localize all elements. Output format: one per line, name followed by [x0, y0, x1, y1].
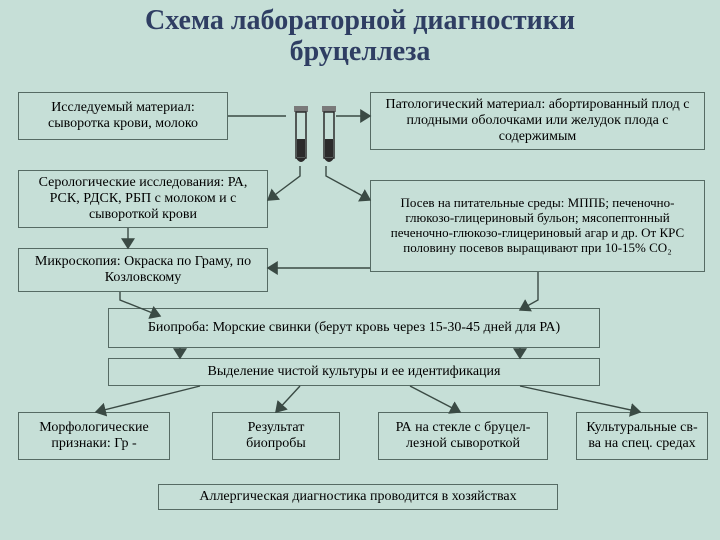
- box-text: Микроскопия: Окраска по Граму, по Козлов…: [25, 254, 261, 286]
- test-tube-icon: [294, 106, 308, 166]
- box-bioprobe: Биопроба: Морские свинки (берут кровь че…: [108, 308, 600, 348]
- box-text: Посев на питательные среды: МППБ; печено…: [377, 196, 698, 256]
- box-pathological-material: Патологический материал: абортированный …: [370, 92, 705, 150]
- box-culture-media: Посев на питательные среды: МППБ; печено…: [370, 180, 705, 272]
- box-text: Биопроба: Морские свинки (берут кровь че…: [148, 320, 560, 336]
- box-text: Выделение чистой культуры и ее идентифик…: [208, 364, 501, 380]
- box-morphology: Морфологические признаки: Гр -: [18, 412, 170, 460]
- box-text: Результат биопробы: [219, 420, 333, 452]
- box-text: Аллергическая диагностика проводится в х…: [199, 489, 516, 505]
- box-cultural-properties: Культуральные св-ва на спец. средах: [576, 412, 708, 460]
- box-bioprobe-result: Результат биопробы: [212, 412, 340, 460]
- box-microscopy: Микроскопия: Окраска по Граму, по Козлов…: [18, 248, 268, 292]
- box-text: Культуральные св-ва на спец. средах: [583, 420, 701, 452]
- box-material-studied: Исследуемый материал: сыворотка крови, м…: [18, 92, 228, 140]
- box-pure-culture: Выделение чистой культуры и ее идентифик…: [108, 358, 600, 386]
- box-text: РА на стекле с бруцел- лезной сывороткой: [385, 420, 541, 452]
- flow-arrow: [520, 272, 538, 310]
- flow-arrow: [276, 386, 300, 412]
- test-tube-icon: [322, 106, 336, 166]
- title-line-2: бруцеллеза: [290, 36, 431, 67]
- box-allergic-diagnostics: Аллергическая диагностика проводится в х…: [158, 484, 558, 510]
- flow-arrow: [326, 166, 370, 200]
- title-line-1: Схема лабораторной диагностики: [145, 5, 575, 36]
- box-text: Исследуемый материал: сыворотка крови, м…: [25, 100, 221, 132]
- flow-arrow: [410, 386, 460, 412]
- flow-arrow: [268, 166, 300, 200]
- box-text: Серологические исследования: РА, РСК, РД…: [25, 175, 261, 223]
- box-serological: Серологические исследования: РА, РСК, РД…: [18, 170, 268, 228]
- flow-arrow: [520, 386, 640, 412]
- box-text: Морфологические признаки: Гр -: [25, 420, 163, 452]
- page-title: Схема лабораторной диагностики бруцеллез…: [0, 0, 720, 68]
- box-text: Патологический материал: абортированный …: [377, 97, 698, 145]
- box-ra-glass: РА на стекле с бруцел- лезной сывороткой: [378, 412, 548, 460]
- flow-arrow: [96, 386, 200, 412]
